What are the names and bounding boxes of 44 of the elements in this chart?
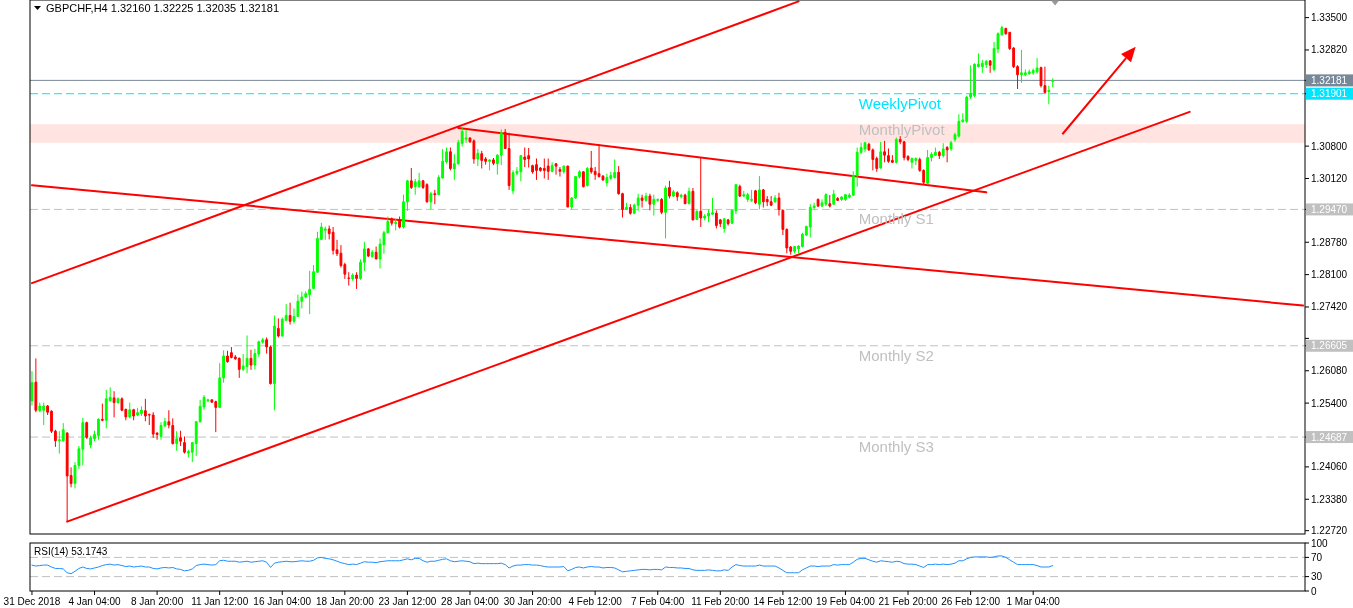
- y-tick-label: 1.26080: [1311, 365, 1348, 377]
- y-tick-label: 1.24687: [1311, 431, 1348, 443]
- y-tick-label: 1.22720: [1311, 525, 1348, 537]
- y-tick-label: 1.25400: [1311, 397, 1348, 409]
- x-tick-label: 4 Jan 04:00: [68, 596, 122, 607]
- x-tick-label: 28 Jan 04:00: [441, 596, 500, 607]
- y-tick-label: 1.32181: [1311, 74, 1348, 86]
- x-tick-label: 4 Feb 12:00: [568, 596, 623, 607]
- y-tick-label: 1.26605: [1311, 340, 1348, 352]
- x-tick-label: 23 Jan 12:00: [378, 596, 437, 607]
- y-tick-label: 1.27420: [1311, 301, 1348, 313]
- x-tick-label: 26 Feb 12:00: [941, 596, 1001, 607]
- y-tick-label: 0: [1311, 585, 1317, 597]
- y-tick-label: 100: [1311, 537, 1329, 549]
- y-tick-label: 1.33500: [1311, 12, 1348, 24]
- ref-line-label: Monthly S2: [858, 346, 934, 364]
- x-tick-label: 21 Feb 20:00: [878, 596, 938, 607]
- x-tick-label: 11 Jan 12:00: [191, 596, 249, 607]
- y-tick-label: 1.32820: [1311, 44, 1348, 56]
- x-tick-label: 31 Dec 2018: [3, 596, 61, 607]
- ref-line-label: Monthly S3: [858, 438, 934, 456]
- x-tick-label: 16 Jan 04:00: [253, 596, 312, 607]
- ref-line-label: WeeklyPivot: [858, 94, 942, 112]
- y-tick-label: 70: [1311, 551, 1323, 563]
- y-tick-label: 1.28100: [1311, 269, 1348, 281]
- y-tick-label: 1.30800: [1311, 140, 1348, 152]
- x-tick-label: 1 Mar 04:00: [1006, 596, 1061, 607]
- y-tick-label: 1.24060: [1311, 461, 1348, 473]
- chart-title: GBPCHF,H4 1.32160 1.32225 1.32035 1.32181: [46, 2, 280, 14]
- x-tick-label: 14 Feb 12:00: [753, 596, 813, 607]
- x-tick-label: 30 Jan 20:00: [503, 596, 562, 607]
- x-tick-label: 19 Feb 04:00: [815, 596, 876, 607]
- y-tick-label: 30: [1311, 571, 1323, 583]
- x-tick-label: 11 Feb 20:00: [691, 596, 750, 607]
- y-tick-label: 1.23380: [1311, 493, 1348, 505]
- y-tick-label: 1.29470: [1311, 203, 1348, 215]
- y-tick-label: 1.31901: [1311, 88, 1348, 100]
- y-tick-label: 1.28780: [1311, 236, 1348, 248]
- band-label: MonthlyPivot: [858, 121, 946, 139]
- chart-title: RSI(14) 53.1743: [34, 546, 108, 557]
- x-tick-label: 18 Jan 20:00: [315, 596, 375, 607]
- y-tick-label: 1.30120: [1311, 172, 1348, 184]
- x-tick-label: 7 Feb 04:00: [631, 596, 685, 607]
- x-tick-label: 8 Jan 20:00: [130, 596, 184, 607]
